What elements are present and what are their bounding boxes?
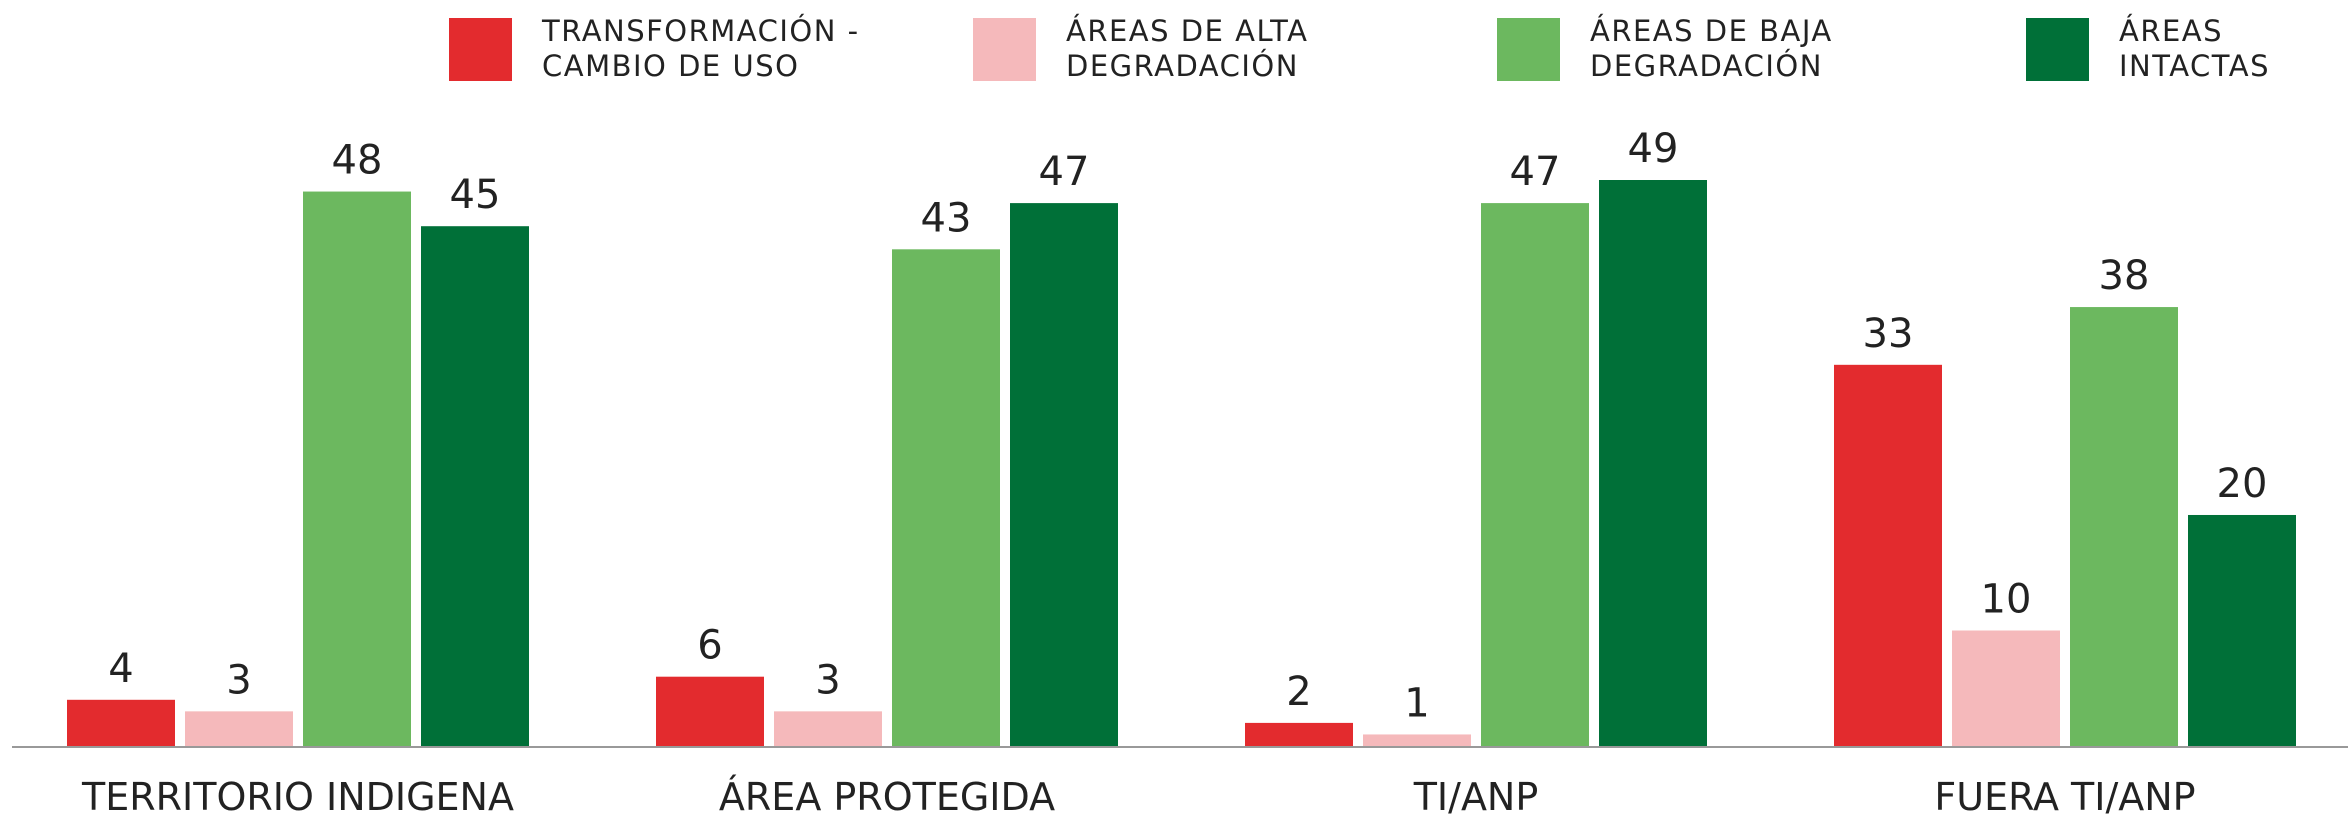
bar [1599,180,1707,746]
bar [303,191,411,746]
value-label: 38 [2099,253,2150,299]
value-label: 47 [1039,149,1090,195]
category-label: ÁREA PROTEGIDA [719,775,1055,816]
category-label: TI/ANP [1413,775,1539,816]
bar [774,711,882,746]
value-label: 1 [1404,680,1429,726]
value-label: 20 [2217,461,2268,507]
legend-swatch [449,18,512,81]
bar [1245,722,1353,746]
legend-swatch [1497,18,1560,81]
value-label: 43 [921,195,972,241]
value-label: 47 [1510,149,1561,195]
bar [656,676,764,746]
bar [2188,514,2296,746]
bar [892,249,1000,746]
bar [421,226,529,746]
value-label: 2 [1286,669,1311,715]
value-label: 33 [1863,311,1914,357]
legend: TRANSFORMACIÓN - CAMBIO DE USO ÁREAS DE A… [0,0,2348,100]
value-label: 48 [332,138,383,184]
bar [1363,734,1471,746]
value-label: 49 [1628,126,1679,172]
value-label: 10 [1981,576,2032,622]
value-label: 6 [697,623,722,669]
legend-label: ÁREAS DE ALTA DEGRADACIÓN [1066,14,1309,83]
legend-label: ÁREAS INTACTAS [2119,14,2270,83]
bar [185,711,293,746]
value-label: 3 [226,657,251,703]
value-label: 3 [815,657,840,703]
legend-label: TRANSFORMACIÓN - CAMBIO DE USO [542,14,860,83]
bar [1834,364,1942,746]
value-label: 45 [450,172,501,218]
value-label: 4 [108,646,133,692]
legend-swatch [2026,18,2089,81]
bar [1952,630,2060,746]
bar [1481,203,1589,746]
bar [1010,203,1118,746]
category-label: FUERA TI/ANP [1934,775,2195,816]
category-label: TERRITORIO INDIGENA [81,775,514,816]
legend-swatch [973,18,1036,81]
legend-label: ÁREAS DE BAJA DEGRADACIÓN [1590,14,1833,83]
bar [2070,307,2178,746]
bar [67,699,175,746]
